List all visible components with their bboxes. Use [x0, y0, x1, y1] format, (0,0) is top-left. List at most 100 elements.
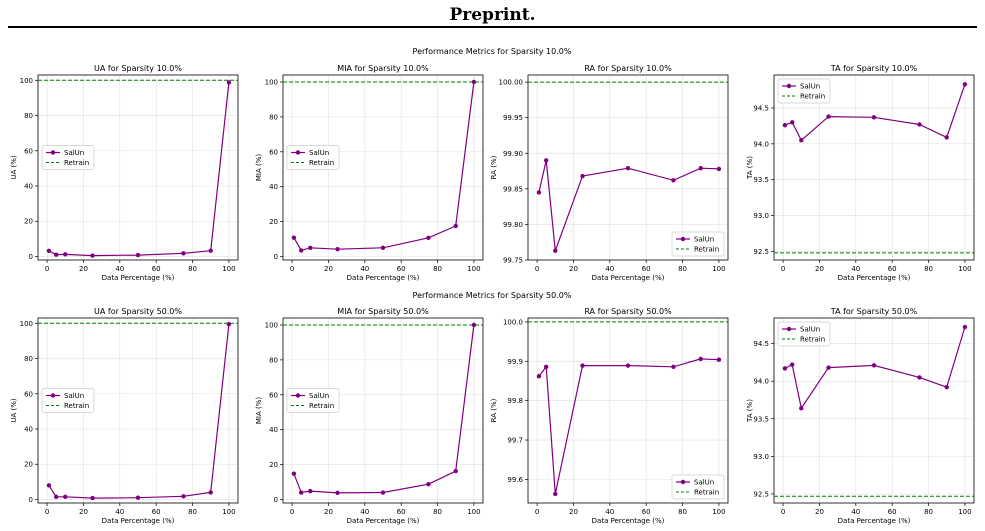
- x-tick-label: 80: [433, 265, 442, 273]
- y-tick-label: 100: [265, 78, 278, 86]
- y-tick-label: 99.75: [503, 257, 523, 265]
- data-point: [380, 490, 386, 495]
- x-tick-label: 100: [712, 508, 725, 516]
- data-point: [335, 490, 340, 496]
- data-point: [799, 406, 804, 411]
- x-axis-label: Data Percentage (%): [102, 274, 175, 282]
- legend-retrain-label: Retrain: [64, 402, 89, 410]
- data-point: [536, 190, 542, 195]
- x-tick-label: 60: [888, 508, 897, 516]
- data-point: [962, 324, 968, 330]
- header-rule: [8, 26, 977, 28]
- data-point: [782, 366, 788, 371]
- y-tick-label: 94.5: [753, 104, 769, 112]
- legend-box: [286, 145, 340, 170]
- data-point: [698, 356, 703, 362]
- x-tick-label: 40: [115, 265, 124, 273]
- y-tick-label: 93.0: [753, 453, 769, 461]
- x-tick-label: 60: [152, 508, 161, 516]
- legend-box: [41, 145, 95, 170]
- legend-salun-marker: [50, 150, 56, 155]
- x-tick-label: 20: [79, 508, 88, 516]
- data-point: [426, 235, 431, 241]
- salun-line: [784, 326, 966, 410]
- x-axis-label: Data Percentage (%): [592, 517, 665, 525]
- data-point: [543, 364, 549, 370]
- legend-box: [671, 474, 725, 500]
- x-tick-label: 40: [115, 508, 124, 516]
- data-point: [671, 178, 676, 183]
- legend-salun-marker: [786, 326, 792, 332]
- data-point: [453, 468, 458, 474]
- y-tick-label: 100: [20, 77, 33, 85]
- x-tick-label: 100: [958, 508, 971, 516]
- legend-retrain-label: Retrain: [309, 159, 334, 167]
- y-tick-label: 40: [24, 426, 33, 434]
- x-axis-label: Data Percentage (%): [838, 274, 911, 282]
- salun-line: [784, 84, 966, 142]
- y-tick-label: 0: [274, 253, 278, 261]
- x-tick-label: 20: [324, 508, 333, 516]
- legend-salun-marker: [295, 393, 301, 398]
- x-tick-label: 40: [851, 265, 860, 273]
- chart-title: MIA for Sparsity 10.0%: [337, 64, 429, 73]
- data-point: [453, 223, 458, 229]
- salun-line: [538, 160, 719, 251]
- x-tick-label: 60: [642, 508, 651, 516]
- x-tick-label: 100: [467, 265, 480, 273]
- legend-box: [777, 78, 831, 104]
- page-header: Preprint.: [0, 0, 985, 30]
- legend-salun-marker: [50, 393, 56, 398]
- legend-box: [777, 321, 831, 347]
- x-tick-label: 80: [188, 265, 197, 273]
- y-tick-label: 94.0: [753, 140, 769, 148]
- data-point: [298, 248, 304, 253]
- row-suptitle: Performance Metrics for Sparsity 50.0%: [413, 291, 572, 300]
- x-tick-label: 80: [924, 265, 933, 273]
- legend-salun-marker: [786, 83, 792, 89]
- data-point: [63, 252, 68, 257]
- data-point: [53, 252, 59, 257]
- x-tick-label: 0: [535, 508, 539, 516]
- y-tick-label: 93.5: [753, 415, 769, 423]
- legend-salun-label: SalUn: [309, 149, 329, 157]
- axes-frame: [773, 317, 975, 504]
- axes-frame: [37, 74, 239, 261]
- legend-salun-marker: [295, 150, 301, 155]
- legend-salun-marker: [680, 236, 686, 242]
- data-point: [871, 363, 877, 368]
- x-tick-label: 20: [569, 265, 578, 273]
- chart-title: TA for Sparsity 50.0%: [830, 307, 918, 316]
- chart-title: MIA for Sparsity 50.0%: [337, 307, 429, 316]
- y-tick-label: 20: [269, 461, 278, 469]
- y-tick-label: 0: [29, 253, 33, 261]
- data-point: [291, 235, 297, 240]
- axes-frame: [282, 317, 484, 504]
- chart-title: UA for Sparsity 10.0%: [94, 64, 182, 73]
- axes-frame: [527, 317, 729, 504]
- x-tick-label: 20: [79, 265, 88, 273]
- y-tick-label: 60: [24, 390, 33, 398]
- x-tick-label: 60: [888, 265, 897, 273]
- legend-salun-label: SalUn: [800, 83, 820, 91]
- y-axis-label: MIA (%): [255, 154, 263, 182]
- x-tick-label: 80: [678, 508, 687, 516]
- chart-title: RA for Sparsity 50.0%: [584, 307, 672, 316]
- data-point: [471, 322, 477, 328]
- chart-title: UA for Sparsity 50.0%: [94, 307, 182, 316]
- legend-salun-label: SalUn: [694, 479, 714, 487]
- data-point: [426, 481, 431, 487]
- y-tick-label: 99.8: [507, 397, 523, 405]
- y-axis-label: UA (%): [10, 155, 18, 180]
- x-tick-label: 80: [188, 508, 197, 516]
- y-tick-label: 93.5: [753, 176, 769, 184]
- axes-frame: [773, 74, 975, 261]
- legend-salun-label: SalUn: [309, 392, 329, 400]
- y-axis-label: UA (%): [10, 398, 18, 423]
- y-tick-label: 20: [24, 218, 33, 226]
- data-point: [944, 384, 949, 390]
- data-point: [135, 495, 141, 500]
- data-point: [90, 253, 95, 258]
- axes-frame: [282, 74, 484, 261]
- x-tick-label: 0: [45, 508, 49, 516]
